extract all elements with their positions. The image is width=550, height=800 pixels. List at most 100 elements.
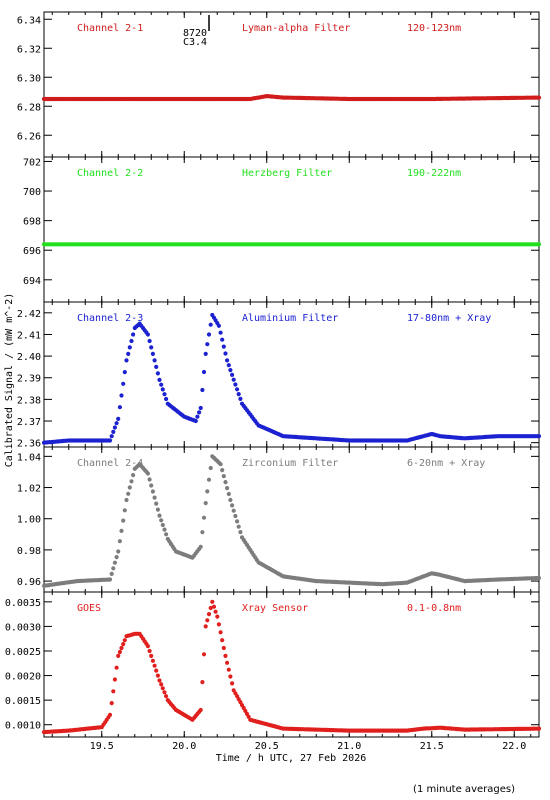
y-tick-label: 0.98 [17, 546, 41, 557]
filter-label-herzberg: Herzberg Filter [242, 168, 332, 179]
data-point [147, 338, 152, 344]
data-point [114, 555, 119, 560]
data-point [230, 503, 235, 508]
x-tick-label: 21.5 [420, 741, 444, 752]
data-point [215, 614, 220, 619]
panel-lyman-alpha: 6.26 6.28 6.30 6.32 6.34 Channel 2-1 Lyman-alp… [17, 11, 542, 158]
data-point [150, 489, 155, 494]
data-point [126, 351, 131, 356]
data-point [160, 522, 165, 528]
data-point [126, 491, 131, 496]
data-point [231, 377, 236, 382]
series-lyman-alpha [41, 94, 542, 102]
data-point [121, 381, 126, 386]
y-tick-label: 0.96 [17, 577, 41, 588]
flare-marker-number: 8720 [183, 28, 207, 39]
band-label-aluminium: 17-80nm + Xray [407, 313, 491, 324]
data-point [205, 618, 210, 623]
x-tick-label: 21.0 [337, 741, 361, 752]
x-tick-label: 19.5 [90, 741, 114, 752]
data-point [223, 351, 228, 356]
data-point [127, 345, 132, 350]
data-point [230, 681, 235, 686]
data-point [117, 539, 123, 544]
data-point [216, 622, 221, 627]
data-point [536, 434, 542, 439]
flare-marker: 8720 C3.4 [183, 15, 210, 48]
series-herzberg [41, 242, 542, 247]
panel-goes: 0.0010 0.0015 0.0020 0.0025 0.0030 0.0035 GOES… [5, 591, 542, 738]
data-point [121, 518, 126, 523]
data-point [218, 330, 223, 335]
data-point [238, 396, 243, 401]
data-point [149, 483, 154, 488]
data-point [129, 479, 134, 484]
data-point [236, 524, 241, 529]
data-point [226, 363, 231, 368]
data-point [152, 663, 157, 668]
data-point [154, 501, 159, 506]
data-point [205, 489, 210, 494]
y-tick-label: 2.42 [17, 309, 41, 320]
data-point [536, 726, 542, 731]
panel-frame-goes [43, 591, 540, 738]
data-point [236, 392, 241, 397]
data-point [129, 338, 134, 344]
footnote: (1 minute averages) [413, 784, 515, 795]
panel-aluminium: 2.36 2.37 2.38 2.39 2.40 2.41 2.42 Channel 2-3 A… [17, 301, 542, 450]
data-point [157, 513, 162, 518]
data-point [233, 382, 238, 387]
data-point [216, 323, 221, 328]
data-point [164, 694, 169, 699]
data-point [228, 674, 233, 679]
channel-label-goes: GOES [77, 603, 101, 614]
data-point [116, 416, 121, 421]
data-point [198, 544, 203, 549]
filter-label-zirconium: Zirconium Filter [242, 458, 338, 469]
data-point [145, 644, 150, 649]
y-tick-label: 2.39 [17, 374, 41, 385]
data-point [200, 680, 205, 685]
y-tick-label: 1.04 [17, 452, 41, 463]
data-point [231, 508, 236, 513]
band-label-zirconium: 6-20nm + Xray [407, 458, 485, 469]
x-tick-label: 20.5 [255, 741, 279, 752]
y-tick-label: 6.32 [17, 44, 41, 55]
y-tick-label: 702 [23, 157, 41, 168]
data-point [221, 474, 226, 479]
data-point [223, 653, 228, 659]
data-point [127, 485, 132, 490]
data-point [159, 382, 164, 387]
data-point [116, 549, 121, 554]
data-point [109, 701, 114, 706]
data-point [157, 377, 162, 382]
data-point [131, 332, 136, 337]
data-point [236, 697, 241, 702]
data-point [157, 678, 162, 683]
data-point [203, 624, 208, 629]
data-point [111, 689, 116, 694]
data-point [155, 371, 160, 376]
y-tick-label: 1.00 [17, 515, 41, 526]
data-point [206, 477, 212, 482]
data-point [233, 513, 238, 519]
data-point [197, 410, 202, 415]
data-point [205, 342, 210, 347]
data-point [201, 652, 207, 657]
band-label-goes: 0.1-0.8nm [407, 603, 461, 614]
data-point [235, 387, 240, 392]
x-tick-label: 20.0 [172, 741, 196, 752]
data-point [208, 605, 213, 611]
data-point [198, 405, 203, 411]
data-point [228, 497, 233, 503]
data-point [114, 421, 119, 426]
data-point [225, 486, 230, 491]
data-point [119, 645, 124, 651]
data-point [201, 515, 207, 520]
data-point [220, 468, 225, 473]
data-point [226, 667, 231, 672]
data-point [122, 508, 127, 513]
data-point [149, 653, 154, 659]
y-tick-label: 0.0030 [5, 622, 41, 633]
